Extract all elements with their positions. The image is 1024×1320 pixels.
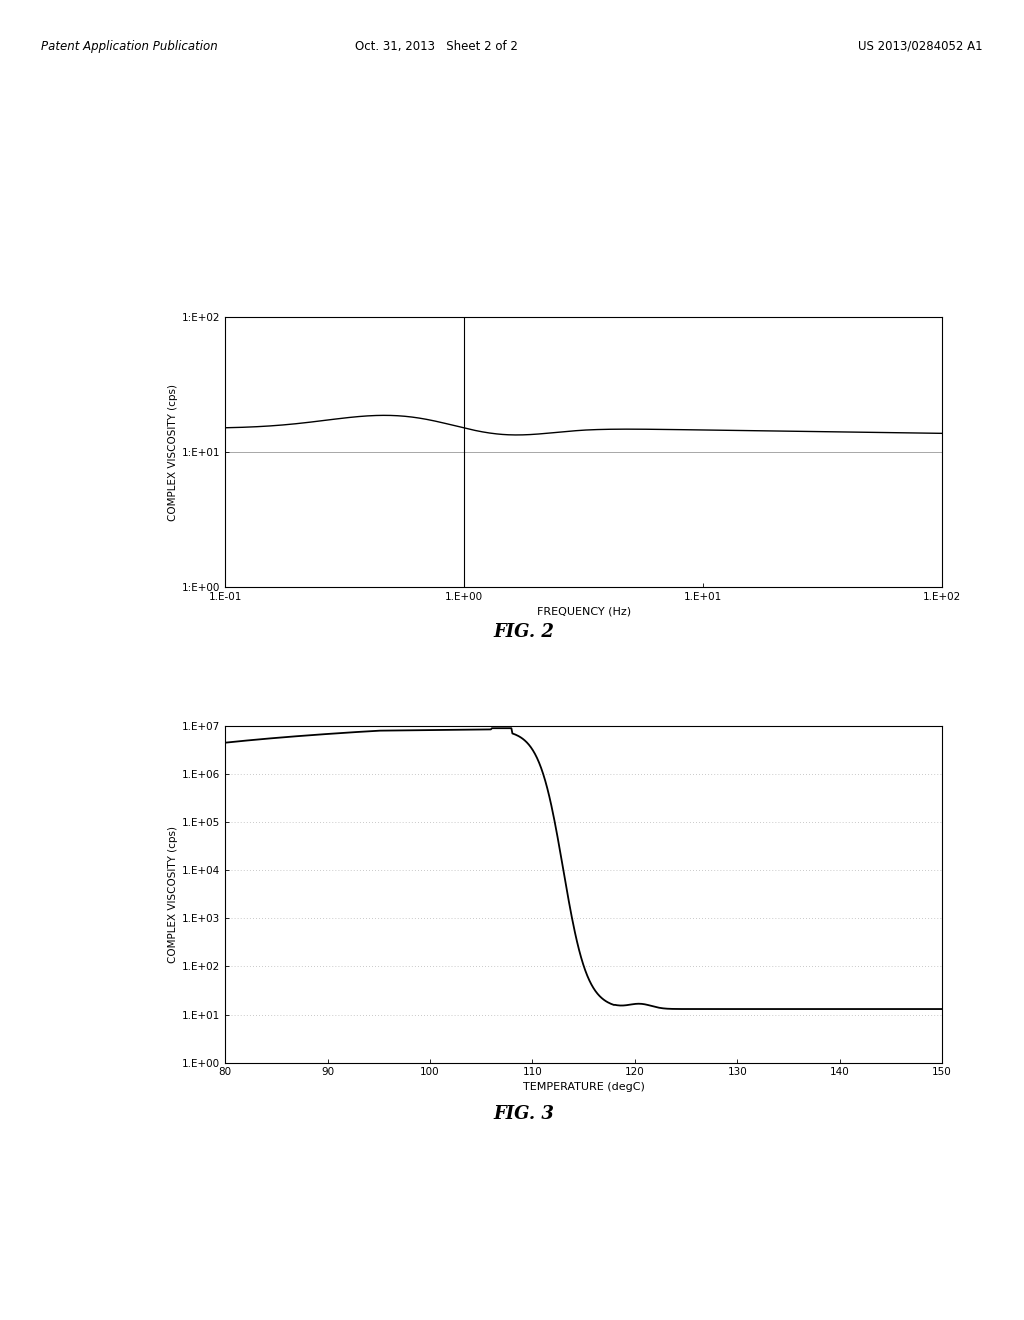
Text: FIG. 2: FIG. 2 bbox=[494, 623, 555, 642]
Text: Oct. 31, 2013   Sheet 2 of 2: Oct. 31, 2013 Sheet 2 of 2 bbox=[355, 40, 518, 53]
X-axis label: FREQUENCY (Hz): FREQUENCY (Hz) bbox=[537, 606, 631, 616]
Y-axis label: COMPLEX VISCOSITY (cps): COMPLEX VISCOSITY (cps) bbox=[168, 826, 178, 962]
Text: US 2013/0284052 A1: US 2013/0284052 A1 bbox=[858, 40, 983, 53]
Text: FIG. 3: FIG. 3 bbox=[494, 1105, 555, 1123]
Y-axis label: COMPLEX VISCOSITY (cps): COMPLEX VISCOSITY (cps) bbox=[168, 384, 178, 520]
Text: Patent Application Publication: Patent Application Publication bbox=[41, 40, 218, 53]
X-axis label: TEMPERATURE (degC): TEMPERATURE (degC) bbox=[522, 1081, 645, 1092]
